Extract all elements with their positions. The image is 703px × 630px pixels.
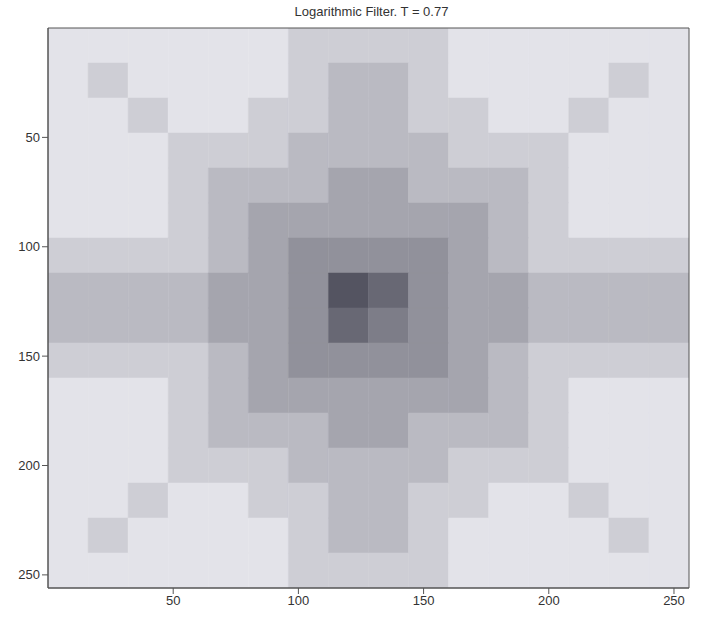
svg-text:50: 50 [26, 130, 40, 145]
svg-text:150: 150 [413, 593, 435, 608]
svg-text:200: 200 [538, 593, 560, 608]
svg-text:200: 200 [18, 458, 40, 473]
html-text:Logarithmic Filter. T = 0.77: Logarithmic Filter. T = 0.77 [294, 4, 449, 19]
svg-text:150: 150 [18, 349, 40, 364]
svg-text:50: 50 [166, 593, 180, 608]
svg-text:100: 100 [18, 239, 40, 254]
svg-text:250: 250 [663, 593, 685, 608]
svg-text:100: 100 [288, 593, 310, 608]
svg-text:250: 250 [18, 567, 40, 582]
